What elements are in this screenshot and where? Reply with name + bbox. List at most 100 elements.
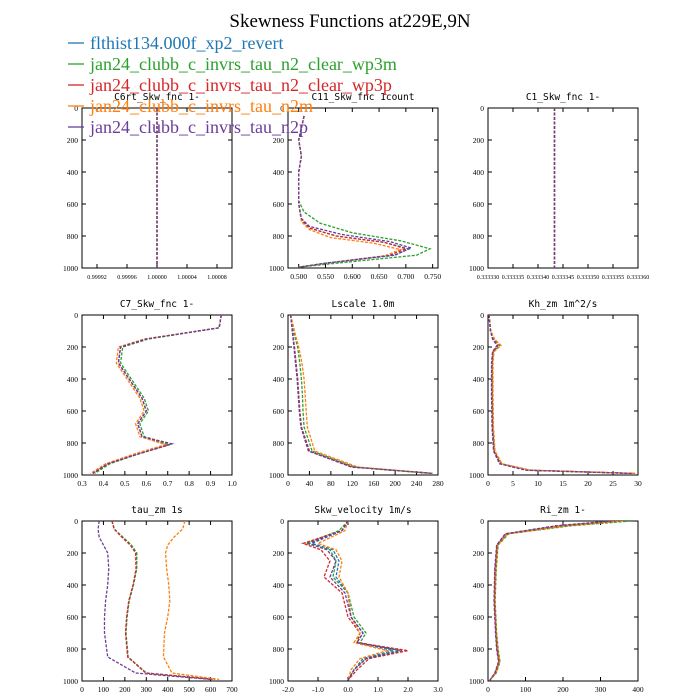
x-tick-label: 0.5	[120, 479, 130, 488]
panel-title: C11_Skw_fnc 1count	[312, 92, 415, 103]
series-line-4	[90, 315, 222, 474]
series-line-1	[92, 315, 222, 474]
x-tick-label: 0.7	[163, 479, 173, 488]
y-tick-label: 400	[273, 375, 285, 384]
x-tick-label: 30	[634, 479, 642, 488]
series-group	[90, 315, 222, 474]
x-tick-label: 0.333355	[602, 275, 625, 281]
y-tick-label: 0	[74, 104, 78, 113]
x-tick-label: 100	[520, 685, 532, 694]
x-tick-label: 40	[306, 479, 314, 488]
y-tick-label: 1000	[469, 677, 484, 686]
x-tick-label: 200	[119, 685, 131, 694]
plot-frame	[487, 107, 639, 269]
y-tick-label: 400	[273, 581, 285, 590]
y-tick-label: 0	[480, 311, 484, 320]
y-tick-label: 200	[473, 136, 485, 145]
y-tick-label: 400	[473, 168, 485, 177]
y-tick-label: 0	[280, 104, 284, 113]
x-tick-label: 400	[162, 685, 174, 694]
y-tick-label: 200	[273, 343, 285, 352]
y-tick-label: 600	[67, 407, 79, 416]
x-tick-label: -1.0	[312, 685, 324, 694]
series-line-5	[97, 521, 211, 681]
x-tick-label: 10	[534, 479, 542, 488]
series-line-4	[162, 521, 220, 681]
plot-frame	[81, 520, 233, 682]
y-tick-label: 200	[67, 549, 79, 558]
x-tick-label: 5	[511, 479, 515, 488]
y-tick-label: 0	[480, 517, 484, 526]
series-line-5	[307, 521, 403, 681]
plot-frame	[287, 520, 439, 682]
x-tick-label: 1.00000	[147, 275, 167, 281]
y-tick-label: 600	[273, 613, 285, 622]
x-tick-label: 0.600	[344, 272, 361, 281]
x-tick-label: 0.6	[142, 479, 152, 488]
figure-title: Skewness Functions at229E,9N	[229, 11, 470, 32]
x-tick-label: 1.00008	[207, 275, 227, 281]
series-line-3	[488, 315, 634, 475]
series-group	[300, 521, 409, 681]
panel-1: C6rt_Skw_fnc 1- 0 200 400 600 800 1000 0.99992 0…	[63, 92, 233, 281]
y-tick-label: 200	[473, 343, 485, 352]
series-line-3	[300, 521, 409, 681]
x-tick-label: 280	[432, 479, 444, 488]
x-tick-label: 0	[286, 479, 290, 488]
y-tick-label: 600	[67, 613, 79, 622]
x-tick-label: 0.333345	[552, 275, 575, 281]
x-tick-label: 0.333340	[527, 275, 550, 281]
plot-frame	[287, 107, 439, 269]
series-line-2	[298, 115, 432, 268]
legend-entry: jan24_clubb_c_invrs_tau_n2_clear_wp3m	[89, 54, 397, 74]
x-tick-label: 600	[205, 685, 217, 694]
x-tick-label: 1.0	[227, 479, 237, 488]
y-tick-label: 0	[280, 311, 284, 320]
y-tick-label: 400	[67, 375, 79, 384]
panel-title: Skw_velocity 1m/s	[314, 505, 411, 516]
y-tick-label: 1000	[269, 264, 284, 273]
series-line-2	[488, 315, 636, 475]
panel-title: Lscale 1.0m	[332, 299, 395, 310]
x-tick-label: 1.00004	[177, 275, 197, 281]
x-tick-label: -2.0	[282, 685, 294, 694]
panel-8: Skw_velocity 1m/s 0 200 400 600 800 1000-2.0 -1…	[269, 505, 443, 694]
series-line-2	[489, 521, 631, 681]
x-tick-label: 0.333330	[477, 275, 500, 281]
x-tick-label: 0	[486, 479, 490, 488]
panel-title: C1_Skw_fnc 1-	[526, 92, 600, 103]
x-tick-label: 2.0	[403, 685, 413, 694]
series-line-5	[92, 315, 222, 474]
x-tick-label: 0.99992	[87, 275, 107, 281]
y-tick-label: 1000	[63, 264, 78, 273]
y-tick-label: 800	[67, 439, 79, 448]
series-line-2	[290, 315, 433, 475]
x-tick-label: 200	[390, 479, 402, 488]
series-group	[488, 315, 636, 475]
y-tick-label: 1000	[269, 677, 284, 686]
x-tick-label: 20	[584, 479, 592, 488]
y-tick-label: 1000	[269, 471, 284, 480]
x-tick-label: 0.9	[206, 479, 216, 488]
y-tick-label: 600	[273, 200, 285, 209]
series-line-1	[488, 315, 634, 475]
x-tick-label: 0.8	[184, 479, 194, 488]
plot-frame	[81, 314, 233, 476]
y-tick-label: 400	[273, 168, 285, 177]
x-tick-label: 200	[557, 685, 569, 694]
series-group	[489, 521, 631, 681]
legend-entry: jan24_clubb_c_invrs_tau_n2_clear_wp3p	[89, 75, 392, 95]
x-tick-label: 0.333360	[627, 275, 650, 281]
x-tick-label: 25	[609, 479, 617, 488]
panel-title: tau_zm 1s	[131, 505, 182, 516]
x-tick-label: 1.0	[373, 685, 383, 694]
series-line-1	[298, 115, 411, 268]
series-group	[97, 521, 220, 681]
x-tick-label: 0.333350	[577, 275, 600, 281]
legend-entry: jan24_clubb_c_invrs_tau_n2p	[89, 117, 308, 137]
